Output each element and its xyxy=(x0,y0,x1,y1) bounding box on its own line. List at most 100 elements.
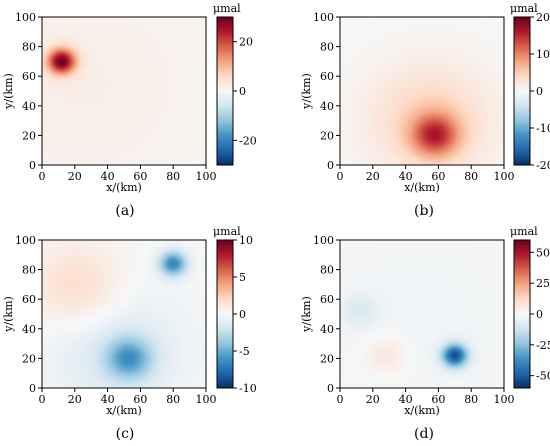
x-tick-label: 40 xyxy=(399,170,413,183)
y-tick-label: 80 xyxy=(22,41,36,54)
y-tick-label: 40 xyxy=(320,100,334,113)
x-tick-label: 100 xyxy=(196,170,217,183)
colorbar-tick-label: 0 xyxy=(239,85,246,98)
y-tick-label: 60 xyxy=(22,70,36,83)
y-tick-label: 100 xyxy=(15,11,36,24)
colorbar-tick-label: -20 xyxy=(239,134,257,147)
y-tick-label: 40 xyxy=(320,323,334,336)
colorbar-tick-label: 20 xyxy=(239,36,253,49)
y-tick-label: 20 xyxy=(22,352,36,365)
x-tick-label: 80 xyxy=(464,393,478,406)
x-tick-label: 20 xyxy=(366,393,380,406)
heatmap-field xyxy=(340,240,504,388)
x-tick-label: 60 xyxy=(133,170,147,183)
x-tick-label: 40 xyxy=(101,393,115,406)
plot-frame xyxy=(41,16,207,166)
x-tick-label: 60 xyxy=(133,393,147,406)
plot-frame xyxy=(339,16,505,166)
x-axis-label: x/(km) xyxy=(404,181,440,194)
y-axis-label: y/(km) xyxy=(2,73,15,110)
y-tick-label: 20 xyxy=(320,352,334,365)
y-tick-label: 80 xyxy=(320,41,334,54)
y-tick-label: 60 xyxy=(22,293,36,306)
x-tick-label: 0 xyxy=(337,170,344,183)
y-tick-label: 100 xyxy=(313,234,334,247)
y-tick-label: 60 xyxy=(320,70,334,83)
y-tick-label: 0 xyxy=(327,159,334,172)
colorbar-tick-label: -50 xyxy=(536,370,550,383)
colorbar-gradient xyxy=(514,17,530,165)
x-tick-label: 20 xyxy=(68,170,82,183)
colorbar: 20 10 0 -10 -20 μmal xyxy=(510,2,550,172)
panel-b: 0 20 40 60 80 100020406080100x/(km)y/(km)2010… xyxy=(300,2,550,219)
colorbar: 50 25 0 -25 -50 μmal xyxy=(510,225,550,389)
colorbar-gradient xyxy=(217,17,233,165)
colorbar-tick-label: 10 xyxy=(239,234,253,247)
colorbar-tick-label: -10 xyxy=(239,382,257,395)
y-tick-label: 20 xyxy=(320,129,334,142)
colorbar-tick-label: 0 xyxy=(536,308,543,321)
colorbar-tick-label: 25 xyxy=(536,277,550,290)
colorbar-tick-label: -10 xyxy=(536,122,550,135)
x-tick-label: 20 xyxy=(366,170,380,183)
heatmap-field xyxy=(42,17,206,165)
x-tick-label: 100 xyxy=(494,170,515,183)
x-axis-label: x/(km) xyxy=(404,404,440,417)
colorbar-tick-label: -5 xyxy=(239,345,250,358)
y-tick-label: 60 xyxy=(320,293,334,306)
colorbar-unit-label: μmal xyxy=(213,225,241,238)
x-tick-label: 20 xyxy=(68,393,82,406)
y-axis-label: y/(km) xyxy=(300,73,313,110)
colorbar-unit-label: μmal xyxy=(510,2,538,15)
colorbar-unit-label: μmal xyxy=(213,2,241,15)
colorbar-tick-label: 0 xyxy=(239,308,246,321)
x-tick-label: 0 xyxy=(39,393,46,406)
x-tick-label: 0 xyxy=(39,170,46,183)
x-tick-label: 60 xyxy=(431,393,445,406)
x-tick-label: 40 xyxy=(101,170,115,183)
y-tick-label: 100 xyxy=(313,11,334,24)
x-tick-label: 40 xyxy=(399,393,413,406)
panel-d: 0 20 40 60 80 100 0 20 40 60 80 100 x/(km) y/(km) 50 25… xyxy=(300,225,550,442)
x-tick-label: 80 xyxy=(464,170,478,183)
x-axis-label: x/(km) xyxy=(106,404,142,417)
colorbar-tick-label: 20 xyxy=(536,11,550,24)
y-tick-label: 80 xyxy=(22,264,36,277)
colorbar-tick-label: -25 xyxy=(536,339,550,352)
y-tick-label: 100 xyxy=(15,234,36,247)
y-tick-label: 40 xyxy=(22,323,36,336)
panel-c: 0 20 40 60 80 100 0 20 40 60 80 100 x/(km) y/(km) 10 5 0… xyxy=(2,225,257,442)
colorbar-tick-label: -20 xyxy=(536,159,550,172)
panel-a: 0 20 40 60 80 100 0 20 40 60 80 100 x/(km) y/(km) 20 0 -… xyxy=(2,2,257,219)
x-axis-label: x/(km) xyxy=(106,181,142,194)
colorbar-unit-label: μmal xyxy=(510,225,538,238)
plot-frame xyxy=(41,239,207,389)
heatmap-field xyxy=(42,240,206,388)
plot-frame xyxy=(339,239,505,389)
y-axis-label: y/(km) xyxy=(2,296,15,333)
x-tick-label: 0 xyxy=(337,393,344,406)
x-tick-label: 100 xyxy=(196,393,217,406)
panel-label: (d) xyxy=(414,426,434,442)
panel-label: (c) xyxy=(116,426,135,442)
x-tick-label: 80 xyxy=(166,170,180,183)
panel-label: (b) xyxy=(414,203,434,219)
y-tick-label: 20 xyxy=(22,129,36,142)
colorbar-tick-label: 5 xyxy=(239,271,246,284)
colorbar: 20 0 -20 μmal xyxy=(213,2,257,166)
y-tick-label: 0 xyxy=(29,159,36,172)
x-tick-label: 80 xyxy=(166,393,180,406)
y-axis-label: y/(km) xyxy=(300,296,313,333)
panel-label: (a) xyxy=(115,203,134,219)
y-tick-label: 80 xyxy=(320,264,334,277)
y-tick-label: 40 xyxy=(22,100,36,113)
heatmap-field xyxy=(340,17,504,165)
colorbar: 10 5 0 -5 -10 μmal xyxy=(213,225,257,395)
y-tick-label: 0 xyxy=(327,382,334,395)
colorbar-gradient xyxy=(514,240,530,388)
colorbar-tick-label: 50 xyxy=(536,246,550,259)
x-tick-label: 60 xyxy=(431,170,445,183)
colorbar-gradient xyxy=(217,240,233,388)
colorbar-tick-label: 0 xyxy=(536,85,543,98)
